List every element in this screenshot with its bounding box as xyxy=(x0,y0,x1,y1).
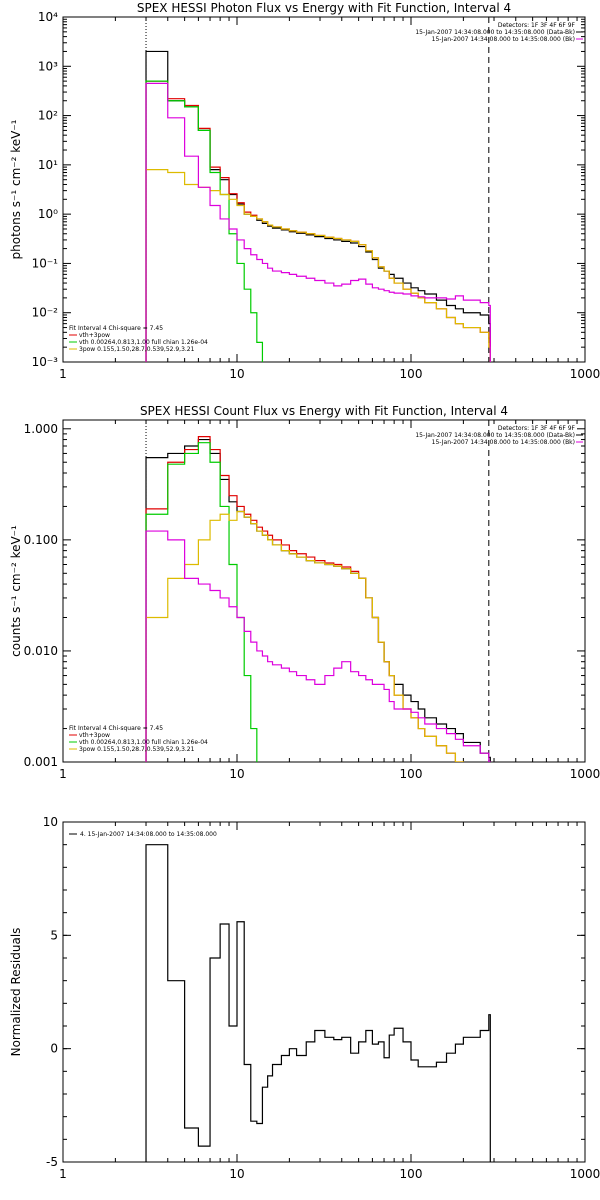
data-step-line xyxy=(145,50,491,362)
info-line: Detectors: 1F 3F 4F 6F 9F xyxy=(498,425,576,432)
legend-label: 3pow 0.155,1.50,28.7,0.539,52.9,3.21 xyxy=(79,346,195,353)
y-tick-label: 0.001 xyxy=(24,755,58,769)
data-step-line xyxy=(145,82,491,362)
series-2 xyxy=(145,436,464,762)
info-line: Detectors: 1F 3F 4F 6F 9F xyxy=(498,22,576,29)
x-tick-label: 1000 xyxy=(570,767,600,781)
y-tick-label: 0.100 xyxy=(24,533,58,547)
data-step-line xyxy=(145,80,491,362)
data-step-line xyxy=(145,510,464,762)
y-axis-title: Normalized Residuals xyxy=(9,928,23,1057)
x-tick-label: 10 xyxy=(229,1167,244,1181)
data-step-line xyxy=(145,442,258,762)
y-tick-label: 5 xyxy=(50,928,58,942)
y-tick-label: 10¹ xyxy=(38,158,58,172)
y-tick-label: 0.010 xyxy=(24,644,58,658)
series-1 xyxy=(145,50,491,362)
data-step-line xyxy=(145,438,491,762)
x-tick-label: 10 xyxy=(229,767,244,781)
series-3 xyxy=(145,80,264,362)
fit-label: Fit Interval 4 Chi-square = 7.45 xyxy=(69,725,163,732)
legend-label: vth 0.00264,0.813,1.00 full chian 1.26e-… xyxy=(79,739,208,746)
y-tick-label: 1.000 xyxy=(24,422,58,436)
chart-title: SPEX HESSI Photon Flux vs Energy with Fi… xyxy=(137,1,511,15)
series-5 xyxy=(145,530,491,762)
x-tick-label: 10 xyxy=(229,367,244,381)
chart-title: SPEX HESSI Count Flux vs Energy with Fit… xyxy=(140,404,508,418)
data-step-line xyxy=(145,436,464,762)
chart-panel-3: 1 10 100 1000 -5 0 5 10 Normalized Residuals 4. 1… xyxy=(9,815,600,1181)
y-tick-label: 10⁴ xyxy=(38,10,58,24)
info-line: 15-Jan-2007 14:34:08.000 to 14:35:08.000… xyxy=(432,439,575,446)
series-2 xyxy=(145,80,491,362)
y-tick-label: 10³ xyxy=(38,59,58,73)
legend-label: 3pow 0.155,1.50,28.7,0.539,52.9,3.21 xyxy=(79,746,195,753)
y-tick-label: 10⁰ xyxy=(38,207,58,221)
series-1 xyxy=(145,844,491,1162)
x-tick-label: 1 xyxy=(59,767,67,781)
x-tick-label: 100 xyxy=(400,367,423,381)
legend-label: 4. 15-Jan-2007 14:34:08.000 to 14:35:08.… xyxy=(80,831,217,838)
series-5 xyxy=(145,82,491,362)
fit-label: Fit Interval 4 Chi-square = 7.45 xyxy=(69,325,163,332)
y-tick-label: 10² xyxy=(38,109,58,123)
data-step-line xyxy=(145,169,491,362)
x-tick-label: 1 xyxy=(59,367,67,381)
plot-frame xyxy=(62,419,586,763)
chart-panel-1: SPEX HESSI Photon Flux vs Energy with Fi… xyxy=(9,1,600,381)
legend-label: vth+3pow xyxy=(79,732,110,739)
plot-frame xyxy=(62,821,586,1163)
legend-label: vth 0.00264,0.813,1.00 full chian 1.26e-… xyxy=(79,339,208,346)
info-line: 15-Jan-2007 14:34:08.000 to 14:35:08.000… xyxy=(415,432,575,439)
info-line: 15-Jan-2007 14:34:08.000 to 14:35:08.000… xyxy=(432,36,575,43)
y-tick-label: 10⁻³ xyxy=(32,355,59,369)
data-step-line xyxy=(145,530,491,762)
series-3 xyxy=(145,442,258,762)
data-step-line xyxy=(145,844,491,1162)
legend-label: vth+3pow xyxy=(79,332,110,339)
x-tick-label: 100 xyxy=(400,767,423,781)
y-axis-title: photons s⁻¹ cm⁻² keV⁻¹ xyxy=(9,119,23,259)
x-tick-label: 1 xyxy=(59,1167,67,1181)
x-tick-label: 100 xyxy=(400,1167,423,1181)
series-4 xyxy=(145,169,491,362)
y-tick-label: 10⁻¹ xyxy=(32,256,59,270)
y-tick-label: 10⁻² xyxy=(32,306,59,320)
chart-panel-2: SPEX HESSI Count Flux vs Energy with Fit… xyxy=(9,404,600,781)
y-tick-label: 10 xyxy=(43,815,58,829)
x-tick-label: 1000 xyxy=(570,1167,600,1181)
plot-frame xyxy=(62,16,586,363)
y-axis-title: counts s⁻¹ cm⁻² keV⁻¹ xyxy=(9,525,23,657)
y-tick-label: 0 xyxy=(50,1042,58,1056)
x-tick-label: 1000 xyxy=(570,367,600,381)
series-1 xyxy=(145,438,491,762)
data-step-line xyxy=(145,80,264,362)
series-4 xyxy=(145,510,464,762)
info-line: 15-Jan-2007 14:34:08.000 to 14:35:08.000… xyxy=(415,29,575,36)
y-tick-label: -5 xyxy=(46,1155,58,1169)
